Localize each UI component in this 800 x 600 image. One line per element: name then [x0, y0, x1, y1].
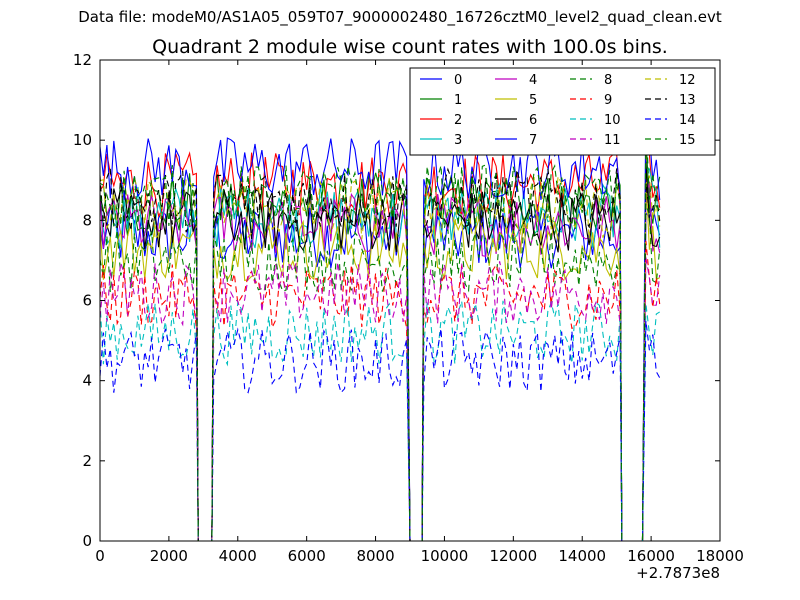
legend-label-11: 11 — [604, 133, 621, 148]
x-tick-label: 4000 — [219, 547, 257, 565]
y-tick-label: 0 — [82, 532, 92, 550]
figure-suptitle: Data file: modeM0/AS1A05_059T07_90000024… — [78, 8, 722, 26]
legend-label-10: 10 — [604, 113, 621, 128]
legend-label-8: 8 — [604, 73, 612, 88]
legend-label-5: 5 — [529, 93, 537, 108]
y-tick-label: 6 — [82, 292, 92, 310]
x-tick-label: 6000 — [288, 547, 326, 565]
legend-label-13: 13 — [679, 93, 696, 108]
series-line-module-13 — [99, 167, 661, 542]
series-layer — [99, 93, 661, 542]
series-line-module-5 — [99, 175, 660, 542]
series-line-module-12 — [99, 174, 661, 542]
series-line-module-15 — [99, 118, 661, 542]
series-line-module-7 — [99, 93, 661, 542]
legend-label-4: 4 — [529, 73, 537, 88]
series-line-module-6 — [99, 161, 661, 542]
legend-label-6: 6 — [529, 113, 537, 128]
legend-label-7: 7 — [529, 133, 537, 148]
axis-ticks: 0 2000 4000 6000 8000 10000 12000 14000 16000 180… — [73, 51, 744, 565]
y-tick-label: 8 — [82, 211, 92, 229]
x-tick-label: 18000 — [696, 547, 744, 565]
series-line-module-14 — [99, 320, 661, 542]
y-tick-label: 4 — [82, 372, 92, 390]
chart-title: Quadrant 2 module wise count rates with … — [152, 36, 668, 58]
y-tick-label: 12 — [73, 51, 92, 69]
x-tick-label: 10000 — [421, 547, 469, 565]
x-tick-label: 14000 — [558, 547, 606, 565]
legend-box — [409, 67, 716, 156]
series-line-module-10 — [99, 299, 660, 542]
legend-label-0: 0 — [454, 73, 462, 88]
series-line-module-11 — [99, 257, 661, 542]
legend-label-2: 2 — [454, 113, 462, 128]
legend-label-1: 1 — [454, 93, 462, 108]
x-tick-label: 2000 — [150, 547, 188, 565]
x-tick-label: 8000 — [356, 547, 394, 565]
x-tick-label: 16000 — [627, 547, 675, 565]
x-offset-label: +2.7873e8 — [636, 564, 720, 582]
x-tick-label: 0 — [95, 547, 105, 565]
series-line-module-9 — [99, 240, 661, 542]
legend-label-9: 9 — [604, 93, 612, 108]
legend-label-15: 15 — [679, 133, 696, 148]
legend-label-3: 3 — [454, 133, 462, 148]
legend-label-12: 12 — [679, 73, 696, 88]
legend-label-14: 14 — [679, 113, 696, 128]
y-tick-label: 10 — [73, 131, 92, 149]
x-tick-label: 12000 — [489, 547, 537, 565]
y-tick-label: 2 — [82, 452, 92, 470]
